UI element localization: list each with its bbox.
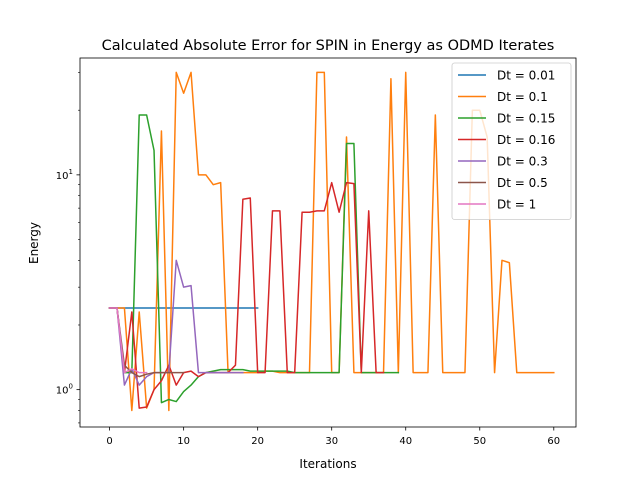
legend: Dt = 0.01 Dt = 0.1 Dt = 0.15 Dt = 0.16 Dt = … [451, 62, 572, 220]
series-line-2 [108, 114, 400, 404]
x-tick-label: 10 [177, 436, 190, 447]
legend-label: Dt = 0.01 [497, 69, 555, 83]
legend-label: Dt = 0.3 [497, 155, 548, 169]
x-axis-label: Iterations [299, 457, 356, 471]
x-tick-label: 20 [251, 436, 264, 447]
legend-box [451, 62, 572, 220]
series-line-6 [108, 307, 148, 374]
x-tick-label: 30 [325, 436, 338, 447]
legend-label: Dt = 0.15 [497, 112, 555, 126]
x-tick-label: 0 [106, 436, 112, 447]
legend-label: Dt = 1 [497, 198, 536, 212]
legend-label: Dt = 0.5 [497, 176, 548, 190]
legend-label: Dt = 0.1 [497, 90, 548, 104]
legend-label: Dt = 0.16 [497, 133, 555, 147]
y-axis-label: Energy [27, 222, 41, 264]
x-tick-label: 60 [547, 436, 560, 447]
series-line-3 [108, 181, 385, 409]
x-tick-label: 50 [473, 436, 486, 447]
axes-frame [79, 57, 577, 428]
x-tick-label: 40 [399, 436, 412, 447]
chart-title: Calculated Absolute Error for SPIN in En… [102, 38, 555, 54]
